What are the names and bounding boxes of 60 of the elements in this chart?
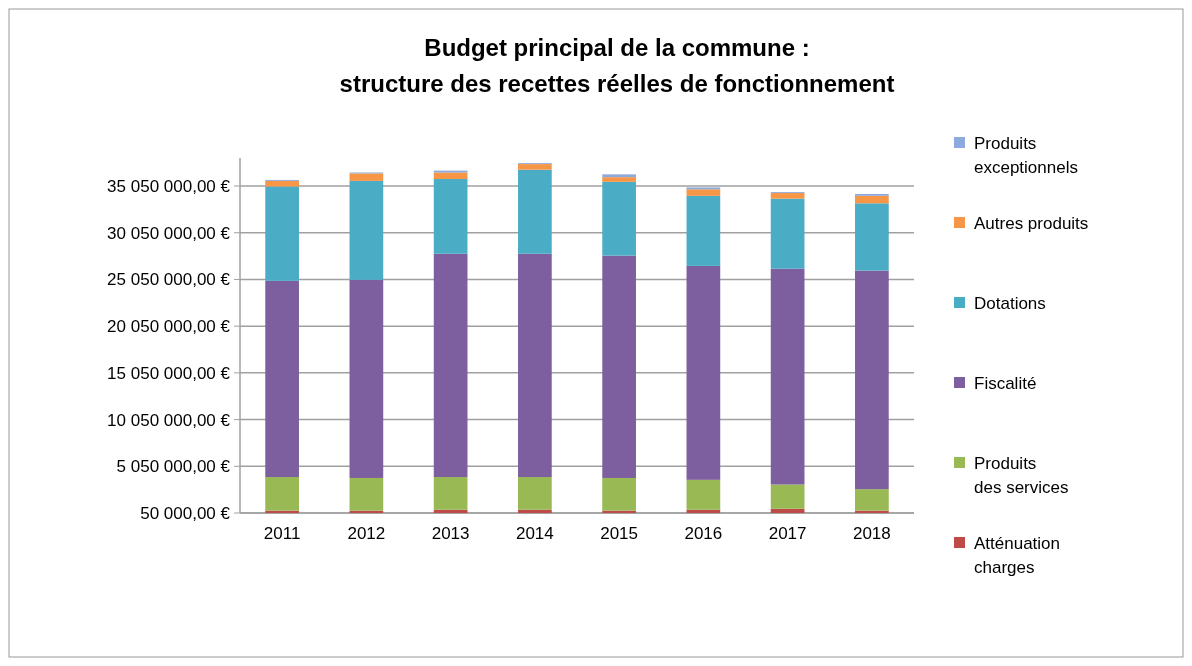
legend-label: Produits exceptionnels bbox=[974, 133, 1078, 177]
bar bbox=[686, 189, 721, 196]
y-tick-label: 50 000,00 € bbox=[140, 503, 231, 523]
bar bbox=[433, 179, 468, 254]
y-tick-label: 15 050 000,00 € bbox=[107, 363, 231, 383]
bar bbox=[265, 280, 299, 478]
y-tick-label: 20 050 000,00 € bbox=[107, 317, 231, 337]
y-tick-label: 25 050 000,00 € bbox=[107, 270, 231, 290]
bar bbox=[349, 180, 384, 280]
bar bbox=[855, 195, 889, 204]
bar bbox=[349, 173, 384, 181]
legend-label: Fiscalité bbox=[974, 373, 1037, 393]
y-tick-label: 35 050 000,00 € bbox=[107, 176, 231, 196]
bar bbox=[602, 181, 636, 256]
bar bbox=[518, 509, 552, 513]
bar bbox=[770, 508, 805, 513]
x-tick-label: 2016 bbox=[684, 524, 723, 543]
bar bbox=[265, 180, 299, 187]
bar bbox=[518, 253, 552, 478]
legend-label: Dotations bbox=[974, 293, 1046, 313]
x-tick-label: 2014 bbox=[515, 524, 554, 543]
bar bbox=[602, 255, 636, 478]
bar bbox=[855, 270, 889, 490]
bar bbox=[686, 195, 721, 266]
x-tick-label: 2017 bbox=[768, 524, 807, 543]
bar bbox=[686, 509, 721, 513]
x-tick-label: 2012 bbox=[347, 524, 386, 543]
bar bbox=[602, 174, 636, 178]
bar bbox=[433, 172, 468, 180]
x-tick-label: 2011 bbox=[263, 524, 301, 543]
legend-label: Produits des services bbox=[974, 453, 1069, 497]
bar bbox=[770, 484, 805, 509]
bar bbox=[349, 279, 384, 478]
y-tick-label: 10 050 000,00 € bbox=[107, 410, 231, 430]
bar bbox=[518, 477, 552, 510]
x-tick-label: 2018 bbox=[852, 524, 891, 543]
y-tick-label: 5 050 000,00 € bbox=[116, 457, 231, 477]
bar bbox=[855, 489, 889, 511]
x-tick-label: 2013 bbox=[431, 524, 470, 543]
bar bbox=[433, 477, 468, 510]
bar bbox=[518, 169, 552, 254]
bar bbox=[265, 186, 299, 281]
bar bbox=[349, 477, 384, 511]
x-tick-label: 2015 bbox=[600, 524, 639, 543]
bar bbox=[602, 477, 636, 511]
bar bbox=[686, 479, 721, 510]
bar bbox=[518, 164, 552, 170]
bar bbox=[265, 477, 299, 511]
legend-label: Autres produits bbox=[974, 213, 1089, 233]
legend-label: Atténuation charges bbox=[974, 533, 1061, 577]
bar bbox=[433, 509, 468, 513]
bar bbox=[686, 265, 721, 480]
bar bbox=[855, 203, 889, 271]
bar bbox=[770, 268, 805, 485]
bar bbox=[770, 198, 805, 269]
y-tick-label: 30 050 000,00 € bbox=[107, 223, 231, 243]
bar bbox=[433, 253, 468, 478]
bar bbox=[602, 177, 636, 182]
chart-title: Budget principal de la commune : structure des recettes réelles de fonctionnement bbox=[339, 34, 895, 97]
bar bbox=[770, 193, 805, 199]
